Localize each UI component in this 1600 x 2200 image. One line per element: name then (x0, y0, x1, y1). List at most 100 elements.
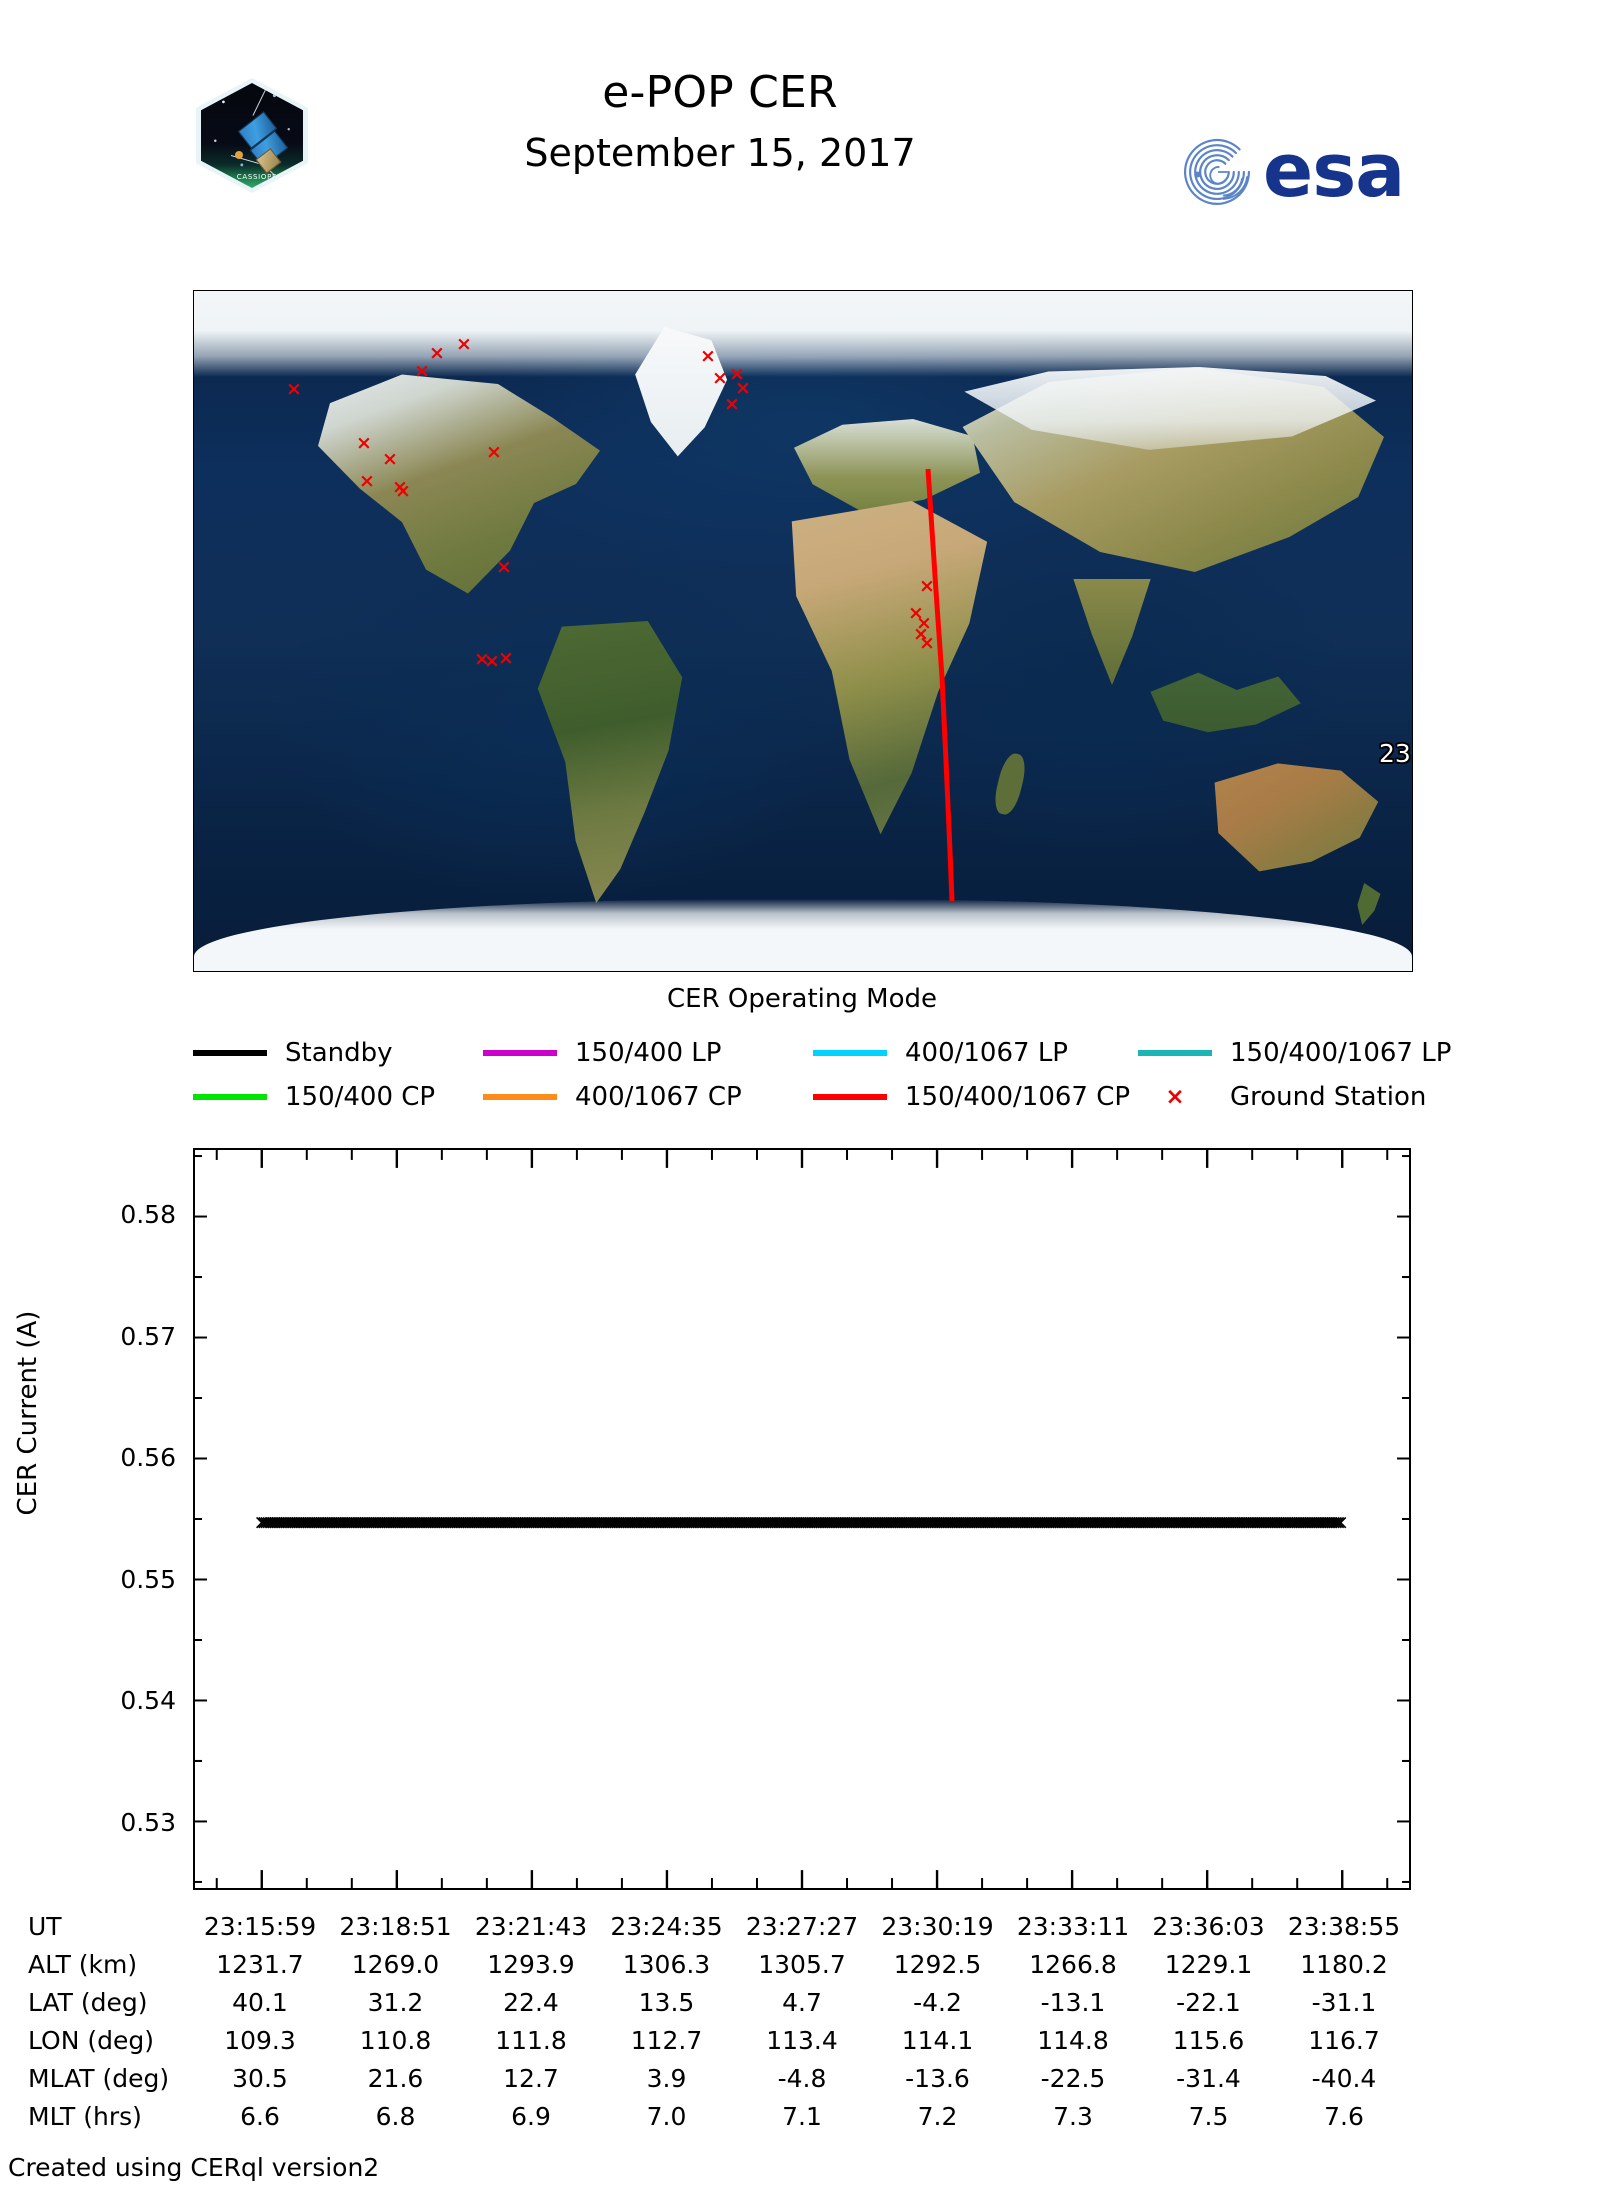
table-row-label: UT (28, 1912, 62, 1941)
title-block: e-POP CER September 15, 2017 (340, 66, 1100, 178)
table-cell: 1229.1 (1164, 1950, 1253, 1979)
table-row: LON (deg) 109.3 110.8 111.8 112.7 113.4 114.1 1… (28, 2022, 1488, 2060)
page-subtitle-date: September 15, 2017 (524, 131, 916, 175)
legend-row: Standby 150/400 LP 400/1067 LP 150/400/1067… (193, 1032, 1451, 1074)
ground-station-marker (486, 444, 503, 461)
table-cell: 114.8 (1037, 2026, 1109, 2055)
table-cell: 109.3 (224, 2026, 296, 2055)
ground-station-marker (919, 635, 936, 652)
ground-station-marker (356, 435, 373, 452)
table-cell: 23:21:43 (474, 1912, 588, 1941)
operating-mode-caption: CER Operating Mode (666, 984, 937, 1014)
table-cell: 23:33:11 (1016, 1912, 1130, 1941)
legend-item: 150/400/1067 LP (1138, 1032, 1451, 1074)
table-cell: 1292.5 (893, 1950, 982, 1979)
ground-station-marker (429, 345, 446, 362)
ground-station-marker (456, 336, 473, 353)
table-row: LAT (deg) 40.1 31.2 22.4 13.5 4.7 -4.2 -13.1 -22… (28, 1984, 1488, 2022)
legend-label: 400/1067 LP (905, 1038, 1068, 1068)
ground-station-marker (414, 363, 431, 380)
table-cell: 22.4 (503, 1988, 559, 2017)
table-row-label: LON (deg) (28, 2026, 154, 2055)
table-cell: 7.2 (917, 2102, 958, 2131)
ground-station-marker (498, 650, 515, 667)
table-cell: 111.8 (495, 2026, 567, 2055)
table-cell: 30.5 (232, 2064, 288, 2093)
table-cell: 114.1 (901, 2026, 974, 2055)
table-cell: 116.7 (1308, 2026, 1380, 2055)
table-cell: 6.9 (511, 2102, 551, 2131)
legend-item: × Ground Station (1138, 1076, 1426, 1118)
table-cell: 115.6 (1172, 2026, 1245, 2055)
ground-station-marker (395, 483, 412, 500)
esa-wordmark: esa (1263, 128, 1405, 214)
page-header: CASSIOPE e-POP CER September 15, 2017 (0, 0, 1600, 250)
legend-label: 150/400 CP (285, 1082, 436, 1112)
ground-station-marker (286, 381, 303, 398)
esa-logo: esa (1175, 128, 1465, 214)
legend-color-swatch (483, 1050, 557, 1056)
legend-label: 150/400/1067 LP (1230, 1038, 1452, 1068)
cassiope-mission-logo: CASSIOPE (196, 78, 308, 193)
table-cell: 6.8 (375, 2102, 416, 2131)
y-axis-label: CER Current (A) (13, 1310, 43, 1516)
table-cell: 1306.3 (622, 1950, 711, 1979)
legend-item: 400/1067 CP (483, 1076, 742, 1118)
table-cell: 7.3 (1053, 2102, 1093, 2131)
arctic-ice-region (194, 291, 1412, 377)
table-cell: 1180.2 (1300, 1950, 1388, 1979)
table-cell: -4.8 (777, 2064, 827, 2093)
table-cell: 23:18:51 (339, 1912, 452, 1941)
legend-item: 150/400 LP (483, 1032, 721, 1074)
table-cell: 7.1 (782, 2102, 822, 2131)
y-axis-tick-label: 0.56 (120, 1443, 176, 1473)
table-cell: 23:15:59 (203, 1912, 317, 1941)
ground-station-marker (496, 559, 513, 576)
esa-swirl-icon (1184, 139, 1251, 205)
table-cell: 1231.7 (216, 1950, 304, 1979)
ground-station-marker (700, 348, 717, 365)
legend-label: Ground Station (1230, 1082, 1427, 1112)
table-cell: 7.0 (646, 2102, 687, 2131)
table-cell: -31.4 (1176, 2064, 1241, 2093)
table-cell: 112.7 (630, 2026, 703, 2055)
legend-color-swatch (813, 1050, 887, 1056)
table-cell: 1269.0 (351, 1950, 440, 1979)
legend-color-swatch (483, 1094, 557, 1100)
table-cell: 7.5 (1188, 2102, 1229, 2131)
table-cell: 23:27:27 (745, 1912, 859, 1941)
table-row: MLT (hrs) 6.6 6.8 6.9 7.0 7.1 7.2 7.3 7.5 7.6 (28, 2098, 1488, 2136)
table-cell: 110.8 (359, 2026, 432, 2055)
table-cell: 3.9 (646, 2064, 687, 2093)
legend-label: 150/400/1067 CP (905, 1082, 1131, 1112)
y-axis-tick-label: 0.58 (120, 1199, 176, 1229)
table-cell: 4.7 (782, 1988, 822, 2017)
table-cell: 7.6 (1324, 2102, 1364, 2131)
table-cell: 13.5 (638, 1988, 695, 2017)
ephemeris-table: UT 23:15:59 23:18:51 23:21:43 23:24:35 23:27:… (28, 1908, 1488, 2136)
table-cell: 21.6 (367, 2064, 424, 2093)
y-axis-tick-label: 0.54 (120, 1686, 176, 1716)
table-row-label: MLAT (deg) (28, 2064, 170, 2093)
ground-station-marker (382, 451, 399, 468)
cer-current-plot (193, 1148, 1411, 1890)
legend-color-swatch (193, 1050, 267, 1056)
table-cell: 1266.8 (1029, 1950, 1117, 1979)
table-cell: 12.7 (503, 2064, 559, 2093)
legend-row: 150/400 CP 400/1067 CP 150/400/1067 CP × Gro… (193, 1076, 1426, 1118)
table-row: MLAT (deg) 30.5 21.6 12.7 3.9 -4.8 -13.6 -22.5 -… (28, 2060, 1488, 2098)
page-title: e-POP CER (602, 67, 838, 118)
table-row-label: MLT (hrs) (28, 2102, 142, 2131)
legend-color-swatch (1138, 1050, 1212, 1056)
table-cell: 6.6 (240, 2102, 280, 2131)
table-cell: 40.1 (232, 1988, 288, 2017)
table-cell: 23:38:55 (1287, 1912, 1401, 1941)
y-axis-tick-label: 0.55 (120, 1564, 176, 1594)
legend-label: 150/400 LP (575, 1038, 722, 1068)
table-row-label: ALT (km) (28, 1950, 138, 1979)
table-row: ALT (km) 1231.7 1269.0 1293.9 1306.3 1305.7 12… (28, 1946, 1488, 1984)
legend-item: Standby (193, 1032, 393, 1074)
ground-track-map: 23:15:59 UT 23:38:55 UT (193, 290, 1413, 972)
cassiope-badge-label: CASSIOPE (236, 173, 278, 181)
table-cell: -22.1 (1176, 1988, 1241, 2017)
